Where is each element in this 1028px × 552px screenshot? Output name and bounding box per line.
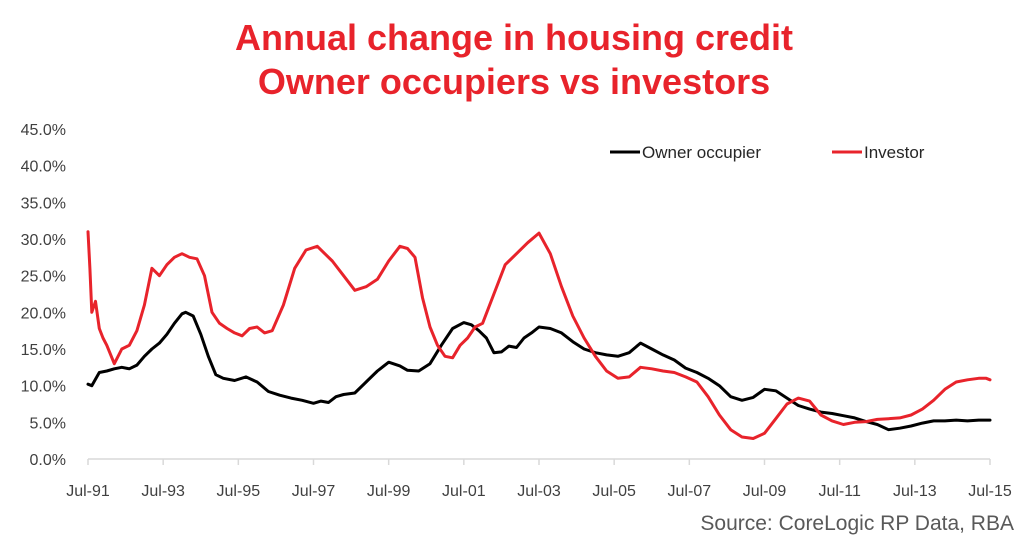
x-tick-label: Jul-99 [367,483,411,500]
y-axis-labels: 0.0% 5.0% 10.0% 15.0% 20.0% 25.0% 30.0% 35.0% 40… [21,122,66,469]
x-tick-label: Jul-05 [592,483,636,500]
x-tick-label: Jul-13 [893,483,937,500]
x-tick-label: Jul-97 [292,483,336,500]
owner-occupier-line [86,310,992,432]
x-axis: Jul-91 Jul-93 Jul-95 Jul-97 Jul-99 Jul-01 Jul-… [66,458,1012,500]
y-tick-label: 20.0% [21,305,66,322]
chart-subtitle: Owner occupiers vs investors [257,61,771,102]
y-tick-label: 15.0% [21,342,66,359]
x-tick-label: Jul-93 [141,483,185,500]
chart-title: Annual change in housing credit [234,17,794,58]
y-tick-label: 40.0% [21,159,66,176]
x-tick-label: Jul-15 [968,483,1012,500]
x-tick-label: Jul-91 [66,483,110,500]
y-tick-label: 45.0% [21,122,66,139]
series-layer [86,230,992,440]
y-tick-label: 10.0% [21,379,66,396]
legend: Owner occupier Investor [610,143,925,162]
x-tick-label: Jul-11 [818,483,860,500]
investor-line [86,230,992,440]
y-tick-label: 0.0% [30,452,66,469]
x-tick-label: Jul-03 [517,483,561,500]
y-tick-label: 30.0% [21,232,66,249]
y-tick-label: 5.0% [30,415,66,432]
legend-label-investor: Investor [864,143,925,162]
y-tick-label: 35.0% [21,195,66,212]
x-tick-label: Jul-01 [442,483,486,500]
source-note: Source: CoreLogic RP Data, RBA [700,512,1014,535]
legend-label-owner: Owner occupier [642,143,761,162]
x-tick-label: Jul-09 [743,483,787,500]
x-tick-label: Jul-95 [217,483,261,500]
x-tick-label: Jul-07 [668,483,712,500]
y-tick-label: 25.0% [21,269,66,286]
